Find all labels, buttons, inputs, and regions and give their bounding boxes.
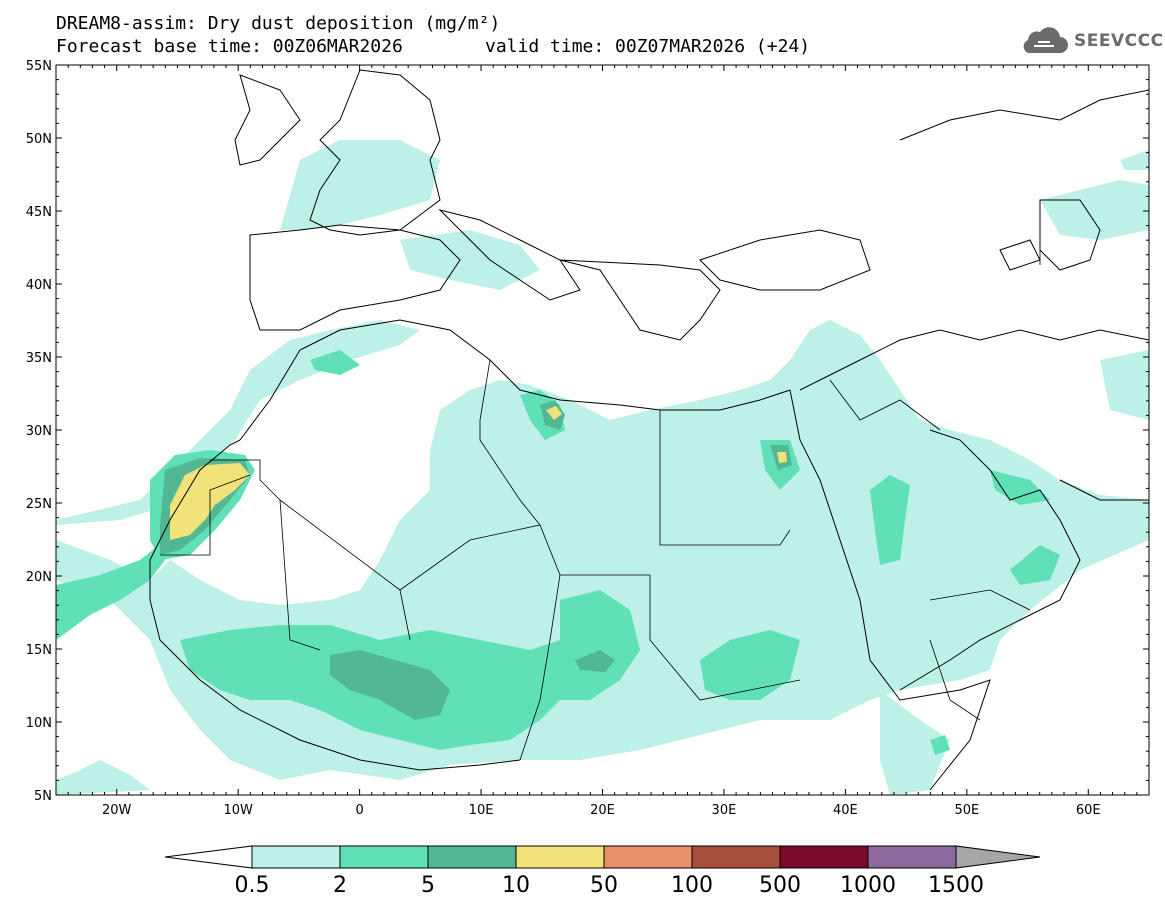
colorbar-swatch — [251, 845, 341, 869]
lon-tick-label: 30E — [712, 803, 737, 818]
colorbar-over-arrow — [955, 845, 1041, 869]
lat-tick-label: 10N — [26, 716, 52, 731]
lat-tick-label: 15N — [26, 643, 52, 658]
colorbar-label: 2 — [333, 873, 347, 898]
colorbar-swatch — [603, 845, 693, 869]
lon-tick-label: 10E — [469, 803, 494, 818]
lat-tick-label: 45N — [26, 205, 52, 220]
colorbar-under-arrow — [164, 845, 253, 869]
colorbar-swatch — [427, 845, 517, 869]
colorbar-swatch — [867, 845, 957, 869]
forecast-base-time: Forecast base time: 00Z06MAR2026 — [56, 36, 403, 57]
colorbar-label: 0.5 — [235, 873, 270, 898]
colorbar-label: 5 — [421, 873, 435, 898]
lon-tick-label: 10W — [223, 803, 253, 818]
colorbar-label: 10 — [502, 873, 530, 898]
lat-tick-label: 20N — [26, 570, 52, 585]
axis-ticks — [55, 64, 1150, 796]
colorbar-label: 50 — [590, 873, 618, 898]
colorbar-swatch — [691, 845, 781, 869]
lat-tick-label: 25N — [26, 497, 52, 512]
coastlines — [149, 69, 1149, 791]
longitude-labels: 20W 10W 0 10E 20E 30E 40E 50E 60E — [102, 803, 1101, 818]
colorbar-label: 100 — [671, 873, 713, 898]
colorbar-label: 500 — [759, 873, 801, 898]
lon-tick-label: 50E — [954, 803, 979, 818]
lon-tick-label: 40E — [833, 803, 858, 818]
seevccc-logo: SEEVCCC — [1018, 24, 1164, 58]
dust-field — [56, 140, 1149, 795]
valid-time: valid time: 00Z07MAR2026 (+24) — [485, 36, 811, 57]
colorbar-label: 1000 — [840, 873, 896, 898]
chart-title: DREAM8-assim: Dry dust deposition (mg/m²… — [56, 13, 501, 34]
colorbar-swatch — [339, 845, 429, 869]
colorbar: 0.5 2 5 10 50 100 500 1000 1500 — [164, 845, 1041, 898]
logo-text: SEEVCCC — [1074, 31, 1164, 51]
country-borders — [160, 200, 1041, 761]
cloud-icon — [1023, 27, 1068, 53]
latitude-labels: 55N 50N 45N 40N 35N 30N 25N 20N 15N 10N 5N — [26, 59, 52, 804]
lat-tick-label: 35N — [26, 351, 52, 366]
lon-tick-label: 20E — [590, 803, 615, 818]
lon-tick-label: 0 — [355, 803, 363, 818]
lon-tick-label: 20W — [102, 803, 132, 818]
lat-tick-label: 55N — [26, 59, 52, 74]
lat-tick-label: 50N — [26, 132, 52, 147]
lat-tick-label: 5N — [34, 789, 52, 804]
colorbar-label: 1500 — [928, 873, 984, 898]
lat-tick-label: 40N — [26, 278, 52, 293]
colorbar-swatch — [779, 845, 869, 869]
lat-tick-label: 30N — [26, 424, 52, 439]
colorbar-swatch — [515, 845, 605, 869]
lon-tick-label: 60E — [1076, 803, 1101, 818]
